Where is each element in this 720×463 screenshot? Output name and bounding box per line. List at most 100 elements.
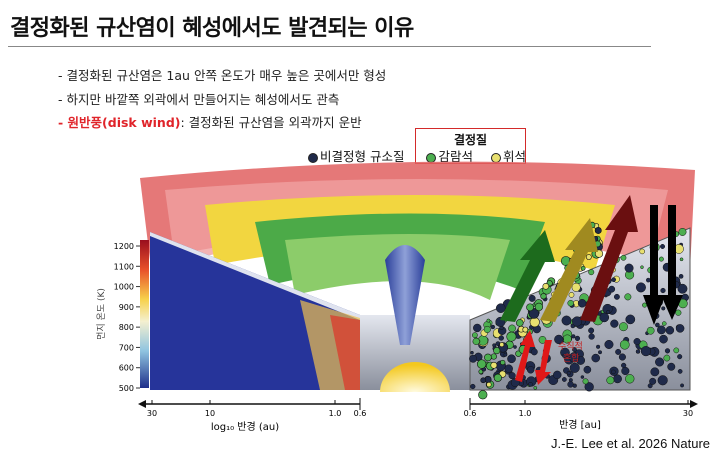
dust-grain	[677, 283, 688, 294]
dust-grain	[473, 323, 482, 333]
dust-grain	[571, 282, 581, 292]
dust-grain	[533, 386, 538, 390]
left-axis-label: log₁₀ 반경 (au)	[211, 420, 279, 433]
dust-grain	[507, 354, 516, 364]
dust-grain	[611, 277, 616, 283]
wind-grain	[534, 302, 544, 312]
dust-grain	[577, 299, 587, 308]
dust-grain	[483, 325, 491, 333]
dust-grain	[562, 353, 567, 358]
colorbar-ticks: 1200 1100 1000 900 800 700 600 500	[114, 242, 140, 393]
left-axis-tick: 10	[205, 409, 215, 418]
colorbar-tick-label: 700	[119, 343, 134, 352]
dust-grain	[572, 347, 577, 352]
dust-grain	[673, 347, 680, 354]
bullet-1: - 결정화된 규산염은 1au 안쪽 온도가 매우 높은 곳에서만 형성	[58, 68, 387, 83]
dust-grain	[639, 248, 645, 255]
dust-grain	[553, 370, 562, 380]
dust-grain	[569, 352, 580, 363]
dust-grain	[611, 369, 616, 375]
wind-grain	[542, 282, 550, 290]
colorbar-tick-label: 500	[119, 384, 134, 393]
wind-grain	[580, 265, 586, 271]
dust-grain	[655, 322, 660, 328]
dust-grain	[469, 354, 478, 363]
dust-grain	[657, 375, 668, 386]
dust-grain	[588, 269, 595, 276]
dust-grain	[572, 383, 577, 388]
wind-arrow-green	[500, 230, 555, 322]
wind-grain	[478, 369, 484, 375]
dust-grain	[677, 369, 683, 374]
wind-grain	[500, 359, 506, 366]
dust-grain	[610, 319, 619, 328]
right-axis-tick: 0.6	[464, 409, 477, 418]
dust-grain	[663, 354, 671, 362]
dust-grain	[661, 306, 666, 311]
citation: J.-E. Lee et al. 2026 Nature	[551, 436, 710, 451]
dust-grain	[530, 348, 538, 356]
dust-grain	[679, 257, 684, 262]
dust-grain	[660, 287, 666, 294]
dust-grain	[659, 334, 668, 344]
dust-grain	[498, 335, 504, 341]
dust-grain	[675, 309, 682, 316]
mixing-arrow-down	[535, 340, 552, 385]
temperature-colorbar	[140, 240, 149, 388]
dust-grain	[640, 265, 644, 269]
dust-grain	[561, 315, 572, 326]
dust-grain	[606, 309, 611, 315]
dust-grain	[625, 314, 636, 325]
dust-grain	[508, 324, 516, 333]
dust-grain	[677, 354, 683, 360]
dust-grain	[664, 348, 671, 354]
dust-grain	[591, 353, 601, 363]
dust-grain	[571, 334, 576, 339]
dust-grain	[618, 322, 628, 332]
dust-grain	[561, 377, 567, 382]
dust-grain	[660, 244, 666, 249]
dust-grain	[618, 353, 626, 361]
wind-grain	[540, 293, 547, 300]
dust-grain	[588, 333, 595, 340]
wind-grain	[515, 350, 522, 357]
slide-title: 결정화된 규산염이 혜성에서도 발견되는 이유	[10, 16, 414, 41]
dust-grain	[599, 312, 610, 323]
bullet-2: - 하지만 바깥쪽 외곽에서 만들어지는 혜성에서도 관측	[58, 92, 340, 107]
colorbar-tick-label: 1200	[114, 242, 134, 251]
dust-grain	[567, 299, 574, 307]
left-axis-tick: 1.0	[329, 409, 342, 418]
dust-grain	[658, 256, 664, 262]
wind-grain	[490, 353, 497, 360]
wind-grain	[499, 342, 505, 348]
colorbar-tick-label: 900	[119, 303, 134, 312]
dust-grain	[568, 292, 575, 298]
dust-grain	[606, 376, 615, 385]
dust-grain	[678, 274, 684, 279]
colorbar-tick-label: 1000	[114, 283, 134, 292]
wind-grain	[506, 331, 517, 342]
dust-grain	[655, 357, 665, 367]
dust-grain	[633, 338, 641, 346]
wind-grain	[493, 373, 502, 382]
mixing-arrow-up	[515, 330, 535, 382]
dust-grain	[675, 324, 685, 333]
colorbar-tick-label: 800	[119, 323, 134, 332]
wind-grain	[493, 347, 501, 355]
dust-grain	[513, 345, 517, 349]
dust-grain	[635, 349, 641, 354]
dust-grain	[470, 350, 474, 355]
dust-grain	[526, 366, 535, 374]
dust-grain	[582, 378, 589, 385]
wind-grain	[486, 382, 492, 388]
dust-grain	[619, 339, 630, 350]
dust-grain	[503, 352, 508, 357]
amorphous-dot-icon	[308, 152, 318, 163]
dust-grain	[608, 285, 616, 293]
dust-grain	[569, 362, 580, 373]
wind-grain	[484, 353, 492, 362]
dust-grain	[472, 332, 478, 339]
dust-grain	[584, 382, 594, 392]
downward-arrow-1	[643, 205, 665, 325]
